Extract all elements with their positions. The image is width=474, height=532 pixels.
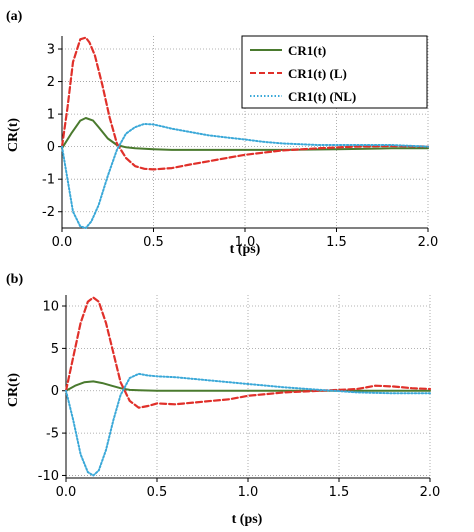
x-tick-label: 1.5 [329, 485, 350, 500]
y-tick-label: 1 [47, 108, 55, 123]
panel-a-legend: CR1(t) CR1(t) (L) CR1(t) (NL) [241, 35, 428, 109]
panel-b-xlabel: t (ps) [232, 512, 263, 527]
y-tick-label: 0 [47, 140, 55, 155]
y-tick-label: 10 [42, 300, 59, 315]
x-tick-label: 0.0 [52, 235, 73, 250]
panel-a-xlabel: t (ps) [230, 242, 261, 257]
series-line-nonlocal [61, 122, 429, 229]
panel-a-tag: (a) [6, 9, 23, 24]
y-tick-label: 0 [51, 384, 59, 399]
panel-b-ylabel: CR(t) [6, 373, 21, 408]
x-tick-label: 0.0 [56, 485, 77, 500]
x-tick-label: 1.0 [238, 485, 259, 500]
legend-label-nonlocal: CR1(t) (NL) [288, 89, 356, 104]
x-tick-label: 2.0 [420, 485, 441, 500]
x-tick-label: 2.0 [418, 235, 439, 250]
series-line-nonlocal [65, 372, 431, 477]
y-tick-label: 5 [51, 342, 59, 357]
y-tick-label: -2 [42, 205, 55, 220]
series-line-total [61, 117, 429, 151]
x-tick-label: 0.5 [147, 485, 168, 500]
y-tick-label: 3 [47, 43, 55, 58]
legend-label-local: CR1(t) (L) [288, 66, 347, 81]
y-tick-label: 2 [47, 75, 55, 90]
series-line-local [64, 296, 432, 409]
y-tick-label: -1 [42, 173, 55, 188]
panel-b-plot-area: 0.0 0.5 1.0 1.5 2.0 -10 -5 0 5 10 [38, 295, 441, 500]
panel-b-tag: (b) [6, 272, 23, 287]
y-tick-label: -10 [38, 469, 59, 484]
series-line-local [60, 36, 430, 171]
series-line-total [65, 380, 431, 392]
legend-label-total: CR1(t) [288, 43, 326, 58]
panel-a-ylabel: CR(t) [6, 118, 21, 153]
y-tick-label: -5 [46, 427, 59, 442]
panel-a: (a) CR(t) t (ps) 0.0 0.5 1.0 1.5 2.0 -2 -1 0 1 2 3… [6, 9, 438, 257]
x-tick-label: 1.5 [326, 235, 347, 250]
panel-b: (b) CR(t) t (ps) 0.0 0.5 1.0 1.5 2.0 -10 -5 0 5 1… [6, 272, 440, 527]
x-tick-label: 0.5 [143, 235, 164, 250]
x-tick-label: 1.0 [235, 235, 256, 250]
